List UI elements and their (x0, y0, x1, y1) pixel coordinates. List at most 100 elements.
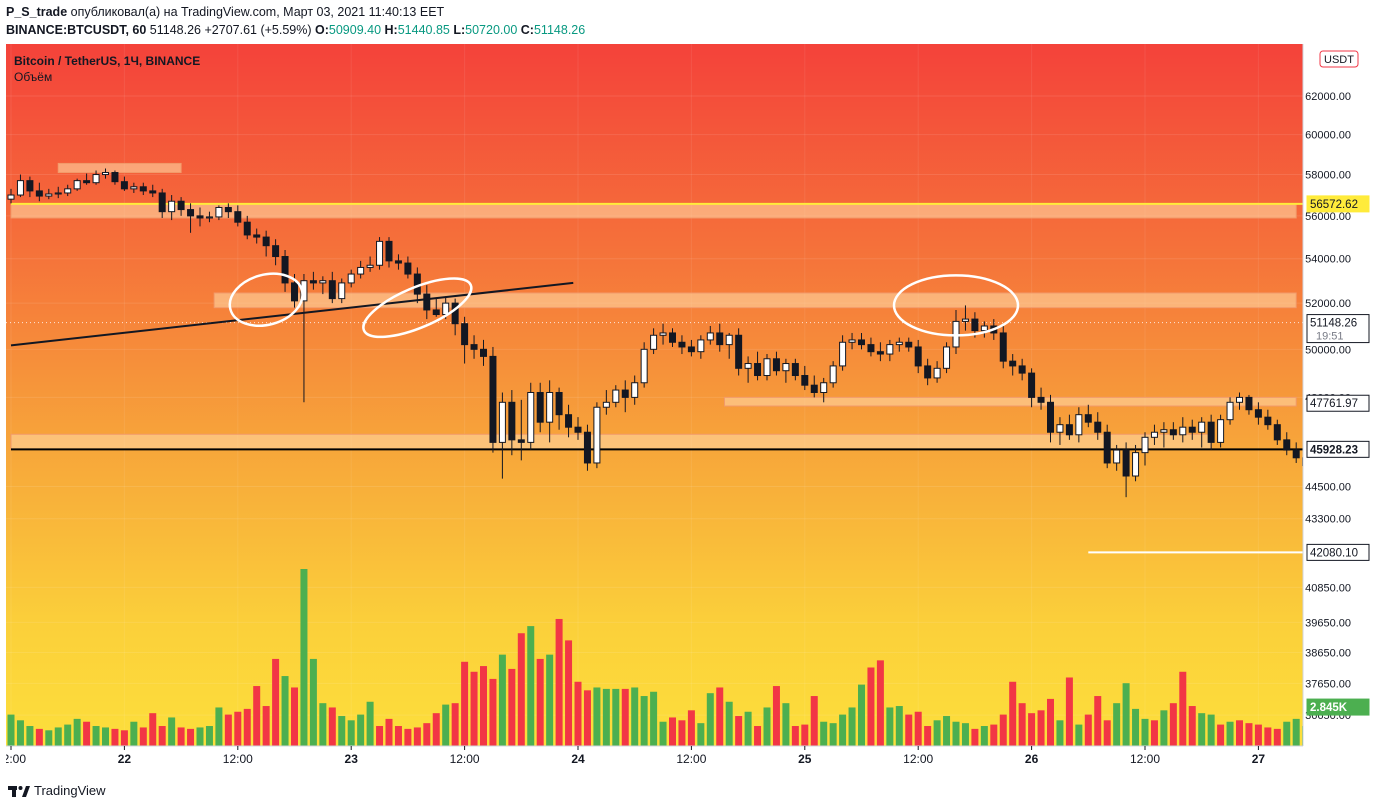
chart-title: Bitcoin / TetherUS, 1Ч, BINANCE (14, 54, 200, 68)
x-tick-label: 12:00 (6, 752, 26, 766)
x-tick-label: 12:00 (903, 752, 933, 766)
price-label-box[interactable] (1306, 394, 1370, 412)
volume-bar (725, 701, 733, 746)
candle-body (177, 200, 185, 211)
candle-body (1283, 439, 1291, 451)
volume-bar (744, 711, 752, 746)
volume-bar (480, 666, 487, 746)
volume-bar (952, 721, 960, 746)
volume-bar (1028, 713, 1036, 746)
y-tick-label: 60000.00 (1305, 130, 1351, 142)
price-label-box[interactable] (1306, 440, 1370, 458)
candle-body (801, 375, 809, 386)
time-axis[interactable] (6, 746, 1375, 772)
candle-body (1226, 401, 1234, 421)
zone-rect[interactable] (10, 203, 1297, 219)
y-tick-label: 40850.00 (1305, 582, 1351, 594)
author-name[interactable]: P_S_trade (6, 5, 68, 19)
candle-body (1065, 424, 1073, 436)
candle-body (243, 221, 251, 236)
volume-bar (187, 728, 195, 746)
volume-bar (432, 713, 440, 746)
volume-bar (839, 714, 847, 746)
volume-bar (999, 714, 1007, 746)
currency-badge[interactable] (1319, 50, 1359, 68)
candle-body (744, 363, 752, 369)
candle-body (1160, 429, 1168, 433)
candle-body (583, 431, 591, 464)
price-label-box[interactable] (1306, 195, 1370, 213)
candle-body (7, 194, 15, 200)
candle-body (489, 355, 497, 443)
volume-bar (205, 726, 213, 746)
y-tick-label: 38650.00 (1305, 648, 1351, 660)
price-label: 47761.97 (1310, 398, 1358, 410)
price-label-box[interactable] (1306, 698, 1370, 716)
volume-bar (253, 686, 261, 746)
volume-bar (1217, 724, 1225, 746)
chart-area[interactable]: 62000.00 60000.00 58000.00 56000.00 54000.00… (6, 44, 1375, 772)
currency-badge-text: USDT (1324, 54, 1354, 66)
volume-bar (1094, 696, 1102, 746)
volume-bar (1207, 714, 1215, 746)
zone-rect[interactable] (723, 396, 1297, 407)
published-text: опубликовал(а) на TradingView.com, Март … (70, 5, 445, 19)
drawing-layer[interactable] (10, 266, 1020, 349)
candle-body (848, 339, 856, 343)
candle-body (735, 334, 743, 369)
volume-bar (1113, 703, 1121, 746)
candle-body (376, 240, 384, 266)
volume-bar (1264, 727, 1272, 746)
candle-body (725, 334, 733, 346)
candle-body (1207, 421, 1215, 443)
price-label-box[interactable] (1306, 314, 1370, 344)
volume-bar (224, 714, 232, 746)
volume-bar (168, 717, 176, 746)
volume-bar (971, 728, 979, 746)
candle-body (1179, 426, 1187, 436)
volume-bar (451, 703, 459, 746)
highlight-ellipse[interactable] (224, 266, 308, 333)
candle-body (1056, 424, 1064, 433)
volume-bar (1236, 720, 1243, 746)
highlight-ellipse[interactable] (892, 274, 1020, 337)
volume-bar (45, 730, 53, 746)
volume-bar (376, 726, 384, 746)
x-tick-label: 24 (571, 752, 585, 766)
candle-body (347, 273, 355, 284)
volume-bar (357, 714, 365, 746)
chart-svg[interactable]: 62000.00 60000.00 58000.00 56000.00 54000.00… (6, 44, 1375, 772)
zone-rect[interactable] (57, 162, 182, 174)
volume-bar (1169, 703, 1177, 746)
volume-bar (706, 693, 714, 746)
volume-bar (527, 626, 535, 746)
candle-body (26, 180, 34, 192)
volume-bar (621, 688, 629, 746)
candle-body (517, 439, 525, 443)
highlight-ellipse[interactable] (356, 267, 478, 349)
candle-body (706, 332, 714, 341)
candle-body (1273, 424, 1281, 441)
x-tick-label: 12:00 (1130, 752, 1160, 766)
zone-rect[interactable] (213, 292, 1297, 309)
candle-body (536, 391, 544, 423)
volume-bar (347, 720, 355, 746)
symbol-line[interactable]: BINANCE:BTCUSDT, 60 (6, 23, 147, 37)
volume-bar (669, 717, 676, 746)
candle-body (999, 332, 1007, 362)
candle-body (73, 180, 81, 190)
tradingview-logo-icon[interactable] (8, 783, 30, 799)
volume-bar (810, 696, 818, 746)
zone-rect[interactable] (10, 433, 1212, 451)
candle-body (612, 389, 620, 403)
x-tick-label: 23 (345, 752, 359, 766)
price-label-box[interactable] (1306, 543, 1370, 561)
candle-body (64, 188, 72, 194)
volume-bar (83, 721, 91, 746)
volume-bar (602, 688, 610, 746)
volume-bar (1056, 720, 1064, 746)
volume-bar (867, 667, 875, 746)
volume-bar (829, 723, 837, 746)
volume-bar (687, 710, 695, 746)
